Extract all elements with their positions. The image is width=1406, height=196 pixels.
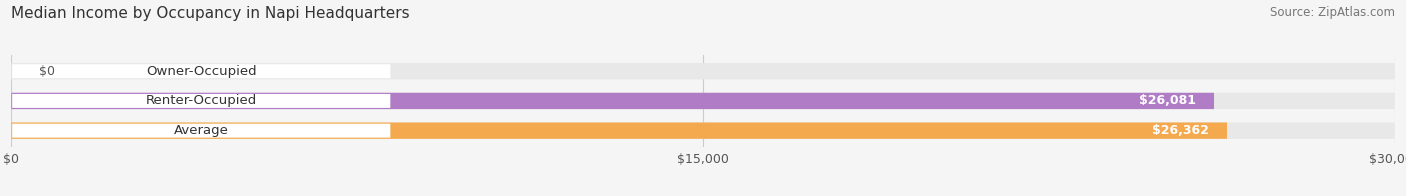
FancyBboxPatch shape — [11, 93, 1213, 109]
FancyBboxPatch shape — [13, 124, 391, 138]
Text: $26,362: $26,362 — [1152, 124, 1209, 137]
FancyBboxPatch shape — [11, 122, 1227, 139]
Text: Median Income by Occupancy in Napi Headquarters: Median Income by Occupancy in Napi Headq… — [11, 6, 411, 21]
FancyBboxPatch shape — [11, 93, 1395, 109]
Text: Average: Average — [174, 124, 229, 137]
FancyBboxPatch shape — [13, 64, 391, 78]
FancyBboxPatch shape — [11, 122, 1395, 139]
Text: Renter-Occupied: Renter-Occupied — [146, 94, 257, 107]
Text: Owner-Occupied: Owner-Occupied — [146, 65, 256, 78]
Text: $0: $0 — [39, 65, 55, 78]
Text: $26,081: $26,081 — [1139, 94, 1195, 107]
Text: Source: ZipAtlas.com: Source: ZipAtlas.com — [1270, 6, 1395, 19]
FancyBboxPatch shape — [13, 94, 391, 108]
FancyBboxPatch shape — [11, 63, 1395, 79]
